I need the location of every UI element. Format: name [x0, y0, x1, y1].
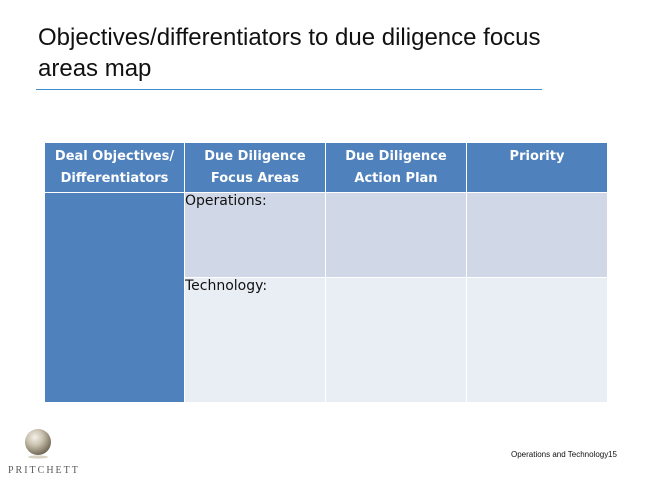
header-label: Due Diligence	[204, 149, 306, 164]
focus-area-cell: Technology:	[184, 277, 326, 403]
table-row: Technology:	[45, 277, 608, 403]
header-label: Priority	[509, 149, 565, 164]
deal-objectives-cell	[44, 192, 185, 403]
header-action-plan: Due Diligence Action Plan	[325, 142, 467, 193]
logo-shadow	[28, 455, 48, 459]
pritchett-logo	[25, 429, 51, 459]
header-label: Focus Areas	[210, 171, 300, 186]
focus-area-cell: Operations:	[184, 192, 326, 278]
header-label: Action Plan	[354, 171, 438, 186]
priority-cell	[466, 192, 608, 278]
header-label: Deal Objectives/	[54, 149, 175, 164]
header-deal-objectives: Deal Objectives/ Differentiators	[44, 142, 185, 193]
title-divider	[36, 89, 542, 90]
page-number: 15	[608, 450, 617, 459]
header-focus-areas: Due Diligence Focus Areas	[184, 142, 326, 193]
action-plan-cell	[325, 277, 467, 403]
header-priority: Priority	[466, 142, 608, 193]
header-label: Due Diligence	[345, 149, 447, 164]
logo-sphere-icon	[25, 429, 51, 455]
logo-wordmark: PRITCHETT	[8, 465, 80, 476]
footer-section: Operations and Technology	[511, 450, 609, 459]
slide-title: Objectives/differentiators to due dilige…	[38, 24, 541, 82]
table-header-row: Deal Objectives/ Differentiators Due Dil…	[44, 142, 608, 193]
action-plan-cell	[325, 192, 467, 278]
table-row: Operations:	[44, 192, 608, 403]
priority-cell	[466, 277, 608, 403]
objectives-map-table: Deal Objectives/ Differentiators Due Dil…	[44, 142, 608, 403]
header-label: Differentiators	[60, 171, 169, 186]
